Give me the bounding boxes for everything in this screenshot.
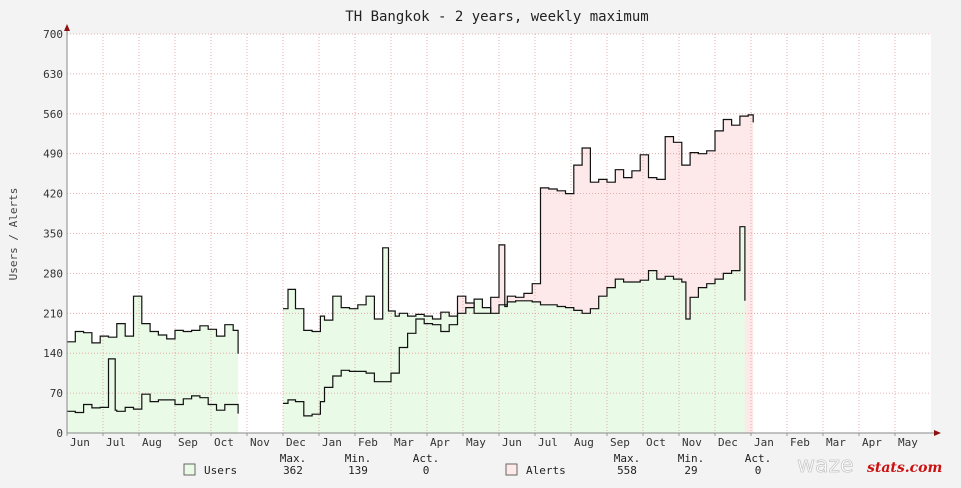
legend-users-swatch <box>183 463 196 476</box>
x-tick-label: Dec <box>286 436 306 449</box>
legend-alerts-header-act: Act. <box>745 452 772 465</box>
y-axis-label: Users / Alerts <box>7 188 20 281</box>
x-tick-label: Jul <box>106 436 126 449</box>
y-tick-label: 560 <box>43 108 63 121</box>
legend-alerts-header-max: Max. <box>614 452 641 465</box>
y-tick-label: 140 <box>43 347 63 360</box>
x-tick-label: Nov <box>250 436 270 449</box>
chart-title: TH Bangkok - 2 years, weekly maximum <box>345 9 648 25</box>
y-tick-label: 0 <box>56 427 63 440</box>
y-tick-label: 350 <box>43 228 63 241</box>
x-tick-label: Mar <box>826 436 846 449</box>
x-tick-label: Jun <box>502 436 522 449</box>
series-area-users-1 <box>283 226 745 433</box>
y-tick-label: 70 <box>50 387 63 400</box>
x-tick-label: Nov <box>682 436 702 449</box>
series-line-users-0 <box>67 295 239 354</box>
x-tick-label: Oct <box>214 436 234 449</box>
series-line-alerts-0 <box>67 358 239 414</box>
legend-users-header-max: Max. <box>280 452 307 465</box>
y-tick-label: 700 <box>43 28 63 41</box>
y-tick-label: 420 <box>43 188 63 201</box>
legend-users-label: Users <box>204 464 237 477</box>
x-tick-label: Jun <box>70 436 90 449</box>
brand-waze: waze <box>797 453 854 478</box>
y-axis-arrow <box>64 24 70 31</box>
series-line-alerts-1 <box>283 114 754 417</box>
y-tick-label: 630 <box>43 68 63 81</box>
legend-alerts-label: Alerts <box>526 464 566 477</box>
x-tick-label: Sep <box>178 436 198 449</box>
plot-area: 0 70 140 210 280 350 420 490 560 630 700 Jun Jul Aug S… <box>43 24 941 449</box>
legend-alerts-value-act: 0 <box>755 464 762 477</box>
y-tick-label: 210 <box>43 307 63 320</box>
x-tick-label: Feb <box>358 436 378 449</box>
x-tick-label: Feb <box>790 436 810 449</box>
legend-users-header-min: Min. <box>345 452 372 465</box>
x-tick-label: Aug <box>142 436 162 449</box>
x-tick-label: Jan <box>322 436 342 449</box>
brand-logo: waze stats.com <box>797 453 943 479</box>
legend-alerts-header-min: Min. <box>678 452 705 465</box>
x-tick-label: Aug <box>574 436 594 449</box>
x-tick-label: Oct <box>646 436 666 449</box>
x-axis-arrow <box>934 430 941 436</box>
x-tick-label: Mar <box>394 436 414 449</box>
legend-users-header-act: Act. <box>413 452 440 465</box>
brand-stats: stats.com <box>867 460 942 476</box>
x-tick-label: Jul <box>538 436 558 449</box>
x-tick-label: Dec <box>718 436 738 449</box>
y-tick-label: 490 <box>43 148 63 161</box>
legend-alerts-value-max: 558 <box>617 464 637 477</box>
x-tick-label: May <box>466 436 486 449</box>
legend-users-value-max: 362 <box>283 464 303 477</box>
legend-alerts-swatch <box>505 463 518 476</box>
legend-users-value-act: 0 <box>423 464 430 477</box>
x-tick-label: Apr <box>430 436 450 449</box>
x-tick-label: Sep <box>610 436 630 449</box>
legend-users-value-min: 139 <box>348 464 368 477</box>
legend-alerts-value-min: 29 <box>684 464 697 477</box>
x-tick-label: Apr <box>862 436 882 449</box>
x-tick-label: May <box>898 436 918 449</box>
y-tick-label: 280 <box>43 267 63 280</box>
x-tick-label: Jan <box>754 436 774 449</box>
